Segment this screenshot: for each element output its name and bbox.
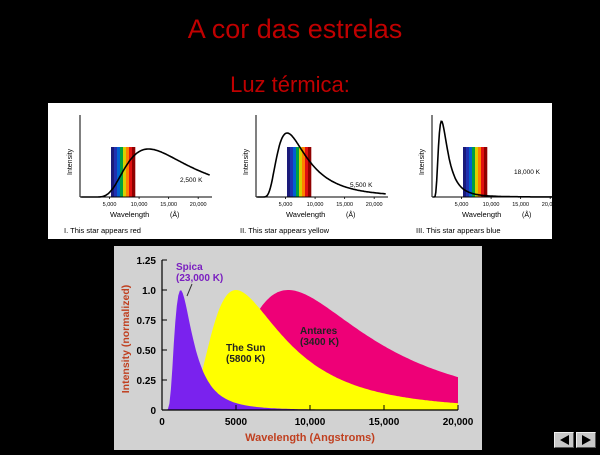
spectrum-band-segment (305, 147, 309, 197)
spectrum-band-segment (132, 147, 136, 197)
spica-pointer (186, 283, 193, 297)
slide-subtitle: Luz térmica: (230, 72, 350, 97)
back-arrow-icon (560, 435, 569, 445)
top-x-tick-label: 15,000 (336, 202, 353, 208)
spectrum-band-segment (290, 147, 294, 197)
series-area-2 (165, 290, 458, 410)
top-x-tick-label: 5,000 (455, 202, 469, 208)
back-button[interactable] (554, 432, 574, 448)
top-chart-3: Intensity 5,000 10,000 15,000 20,000 Waveleng… (416, 115, 564, 235)
top-x-tick-label: 10,000 (131, 202, 148, 208)
top-xlabel: Wavelength (286, 210, 325, 219)
main-y-tick-label: 0.25 (137, 376, 157, 387)
top-x-tick-label: 15,000 (512, 202, 529, 208)
series-label-1: (5800 K) (226, 354, 265, 365)
series-label-2: (23,000 K) (176, 273, 223, 284)
main-xlabel: Wavelength (Angstroms) (245, 432, 375, 444)
top-ylabel: Intensity (67, 148, 74, 175)
top-caption: II. This star appears yellow (240, 226, 330, 235)
spectrum-band-segment (117, 147, 121, 197)
spectrum-band-segment (466, 147, 470, 197)
blackbody-curve (81, 148, 210, 198)
spectrum-band-segment (475, 147, 479, 197)
main-x-tick-label: 10,000 (295, 417, 326, 428)
blackbody-curve (433, 120, 562, 198)
top-chart-1: Intensity 5,000 10,000 15,000 20,000 Waveleng… (64, 115, 212, 235)
top-x-tick-label: 10,000 (307, 202, 324, 208)
top-xlabel: Wavelength (462, 210, 501, 219)
spectrum-band-segment (123, 147, 127, 197)
main-chart-svg: 0 0.25 0.50 0.75 1.0 1.25 0 5000 10,000 15,000 20,… (120, 256, 474, 444)
forward-arrow-icon (582, 435, 591, 445)
top-caption: I. This star appears red (64, 226, 141, 235)
top-xunit: (Å) (346, 210, 355, 219)
main-y-tick-label: 1.0 (142, 286, 156, 297)
main-y-tick-label: 0 (150, 406, 156, 417)
main-ylabel: Intensity (normalized) (120, 285, 132, 394)
top-ylabel: Intensity (419, 148, 426, 175)
blackbody-curve (257, 132, 386, 198)
main-y-tick-label: 0.50 (137, 346, 157, 357)
series-area-1 (165, 290, 458, 410)
slide-title: A cor das estrelas (187, 14, 403, 44)
top-x-tick-label: 15,000 (160, 202, 177, 208)
forward-button[interactable] (576, 432, 596, 448)
series-label-0: Antares (300, 326, 338, 337)
top-caption: III. This star appears blue (416, 226, 501, 235)
main-x-tick-label: 0 (159, 417, 165, 428)
top-x-tick-label: 10,000 (483, 202, 500, 208)
top-xunit: (Å) (522, 210, 531, 219)
top-xunit: (Å) (170, 210, 179, 219)
top-x-tick-label: 20,000 (542, 202, 552, 208)
top-xlabel: Wavelength (110, 210, 149, 219)
series-label-1: The Sun (226, 343, 265, 354)
top-x-tick-label: 5,000 (279, 202, 293, 208)
spectrum-band-segment (287, 147, 291, 197)
spectrum-band-segment (129, 147, 133, 197)
top-x-tick-label: 20,000 (366, 202, 383, 208)
main-x-tick-label: 15,000 (369, 417, 400, 428)
spectrum-band-segment (463, 147, 467, 197)
top-temp-label: 5,500 K (350, 182, 373, 189)
spectrum-band-segment (302, 147, 306, 197)
top-charts-panel: Intensity 5,000 10,000 15,000 20,000 Waveleng… (48, 103, 564, 239)
series-label-2: Spica (176, 262, 203, 273)
top-charts-svg: Intensity 5,000 10,000 15,000 20,000 Waveleng… (64, 115, 564, 235)
spectrum-band-segment (126, 147, 130, 197)
main-y-tick-label: 1.25 (137, 256, 157, 267)
spectrum-band-segment (296, 147, 300, 197)
spectrum-band-segment (472, 147, 476, 197)
main-x-tick-label: 5000 (225, 417, 248, 428)
main-x-tick-label: 20,000 (443, 417, 474, 428)
spectrum-band-segment (478, 147, 482, 197)
top-x-tick-label: 5,000 (103, 202, 117, 208)
spectrum-band-segment (299, 147, 303, 197)
spectrum-band-segment (293, 147, 297, 197)
spectrum-band-segment (469, 147, 473, 197)
top-ylabel: Intensity (243, 148, 250, 175)
series-label-0: (3400 K) (300, 337, 339, 348)
spectrum-band-segment (120, 147, 124, 197)
main-y-tick-label: 0.75 (137, 316, 157, 327)
spectrum-band-segment (114, 147, 118, 197)
top-chart-2: Intensity 5,000 10,000 15,000 20,000 Waveleng… (240, 115, 388, 235)
top-temp-label: 18,000 K (514, 169, 541, 176)
top-temp-label: 2,500 K (180, 177, 203, 184)
main-chart-panel: 0 0.25 0.50 0.75 1.0 1.25 0 5000 10,000 15,000 20,… (114, 246, 482, 450)
spectrum-band-segment (484, 147, 488, 197)
spectrum-band-segment (111, 147, 115, 197)
top-x-tick-label: 20,000 (190, 202, 207, 208)
spectrum-band-segment (481, 147, 485, 197)
spectrum-band-segment (308, 147, 312, 197)
